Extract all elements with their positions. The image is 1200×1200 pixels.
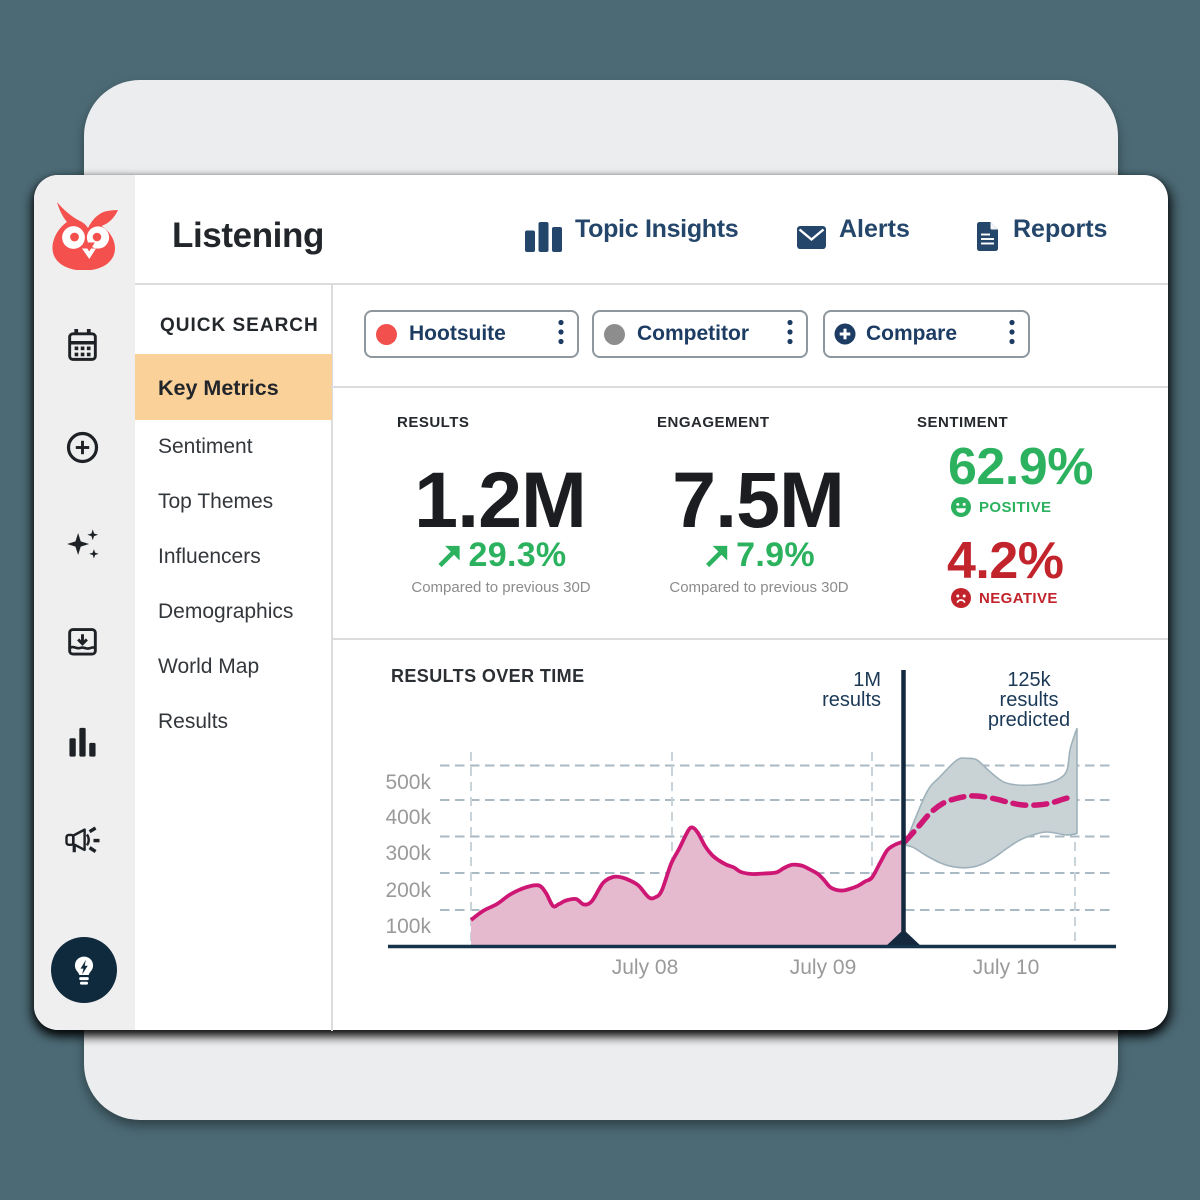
svg-text:100k: 100k: [385, 915, 431, 938]
svg-text:400k: 400k: [385, 806, 431, 829]
svg-text:July 08: July 08: [612, 956, 679, 979]
svg-text:300k: 300k: [385, 842, 431, 865]
svg-text:July 10: July 10: [973, 956, 1040, 979]
svg-text:predicted: predicted: [988, 709, 1070, 731]
svg-text:200k: 200k: [385, 879, 431, 902]
svg-text:results: results: [1000, 689, 1059, 711]
svg-text:125k: 125k: [1007, 669, 1051, 691]
svg-text:results: results: [822, 689, 881, 711]
svg-text:500k: 500k: [385, 771, 431, 794]
svg-text:July 09: July 09: [790, 956, 857, 979]
svg-text:1M: 1M: [853, 669, 881, 691]
